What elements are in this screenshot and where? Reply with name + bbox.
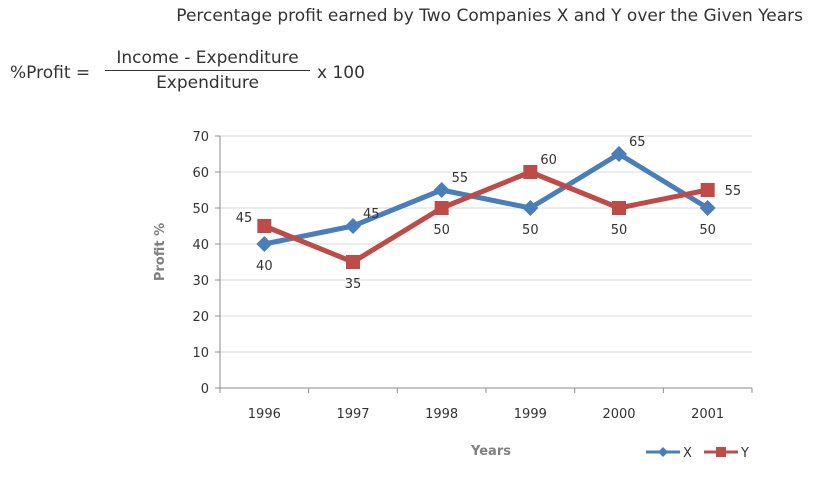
axes: [219, 136, 752, 389]
legend-marker-y: [716, 447, 726, 457]
legend-item-x: X: [646, 446, 692, 461]
data-point-x: [611, 146, 627, 162]
y-tick-label: 70: [192, 130, 209, 145]
data-point-x: [256, 236, 273, 252]
series-line-x: [261, 151, 711, 247]
data-point-x: [522, 200, 539, 216]
formula-numerator: Income - Expenditure: [105, 48, 310, 71]
data-label-x: 50: [522, 223, 539, 238]
y-tick-label: 40: [192, 238, 209, 253]
chart-title: Percentage profit earned by Two Companie…: [176, 6, 803, 26]
data-point-x: [345, 218, 361, 234]
x-axis-title: Years: [470, 444, 511, 459]
series-lines: [256, 146, 716, 269]
data-point-x: [433, 182, 450, 198]
data-label-x: 45: [363, 207, 380, 222]
data-label-y: 50: [433, 223, 450, 238]
data-point-y: [523, 165, 538, 179]
series-line-y: [261, 169, 711, 265]
data-point-y: [434, 201, 449, 215]
data-point-y: [346, 255, 360, 269]
x-tick-labels: 1996 1997 1998 1999 2000 2001: [248, 407, 724, 422]
data-point-y: [257, 219, 272, 233]
y-axis-title: Profit %: [153, 223, 168, 281]
x-tick-label: 1996: [248, 407, 281, 422]
series-x: [256, 146, 716, 252]
legend-marker-x: [658, 447, 668, 457]
data-point-x: [699, 200, 716, 216]
data-point-y: [612, 201, 626, 215]
formula-lhs: %Profit =: [10, 63, 91, 83]
y-tick-label: 20: [192, 310, 209, 325]
data-label-y: 45: [236, 211, 253, 226]
data-label-y: 55: [725, 184, 742, 199]
x-tick-label: 1997: [336, 407, 369, 422]
data-label-x: 40: [256, 259, 273, 274]
data-labels: 40 45 55 50 65 50 45 35 50 60 50 55: [236, 135, 741, 292]
data-label-y: 35: [345, 277, 362, 292]
legend-label-x: X: [683, 446, 692, 461]
formula-multiplier: x 100: [317, 63, 365, 83]
legend-item-y: Y: [704, 446, 749, 461]
y-tick-labels: 0 10 20 30 40 50 60 70: [192, 130, 209, 397]
y-tick-label: 30: [192, 274, 209, 289]
data-point-y: [700, 183, 715, 197]
data-label-x: 50: [699, 223, 716, 238]
data-label-y: 50: [611, 223, 628, 238]
gridlines: [215, 135, 753, 393]
data-label-x: 55: [452, 171, 469, 186]
data-label-y: 60: [540, 153, 557, 168]
y-tick-label: 60: [192, 166, 209, 181]
y-tick-label: 10: [192, 346, 209, 361]
x-tick-label: 1999: [514, 407, 547, 422]
x-tick-label: 2000: [602, 407, 635, 422]
series-y: [257, 165, 715, 269]
y-tick-label: 50: [192, 202, 209, 217]
legend-label-y: Y: [740, 446, 749, 461]
formula-denominator: Expenditure: [156, 73, 259, 93]
x-tick-label: 1998: [425, 407, 458, 422]
data-label-x: 65: [629, 135, 646, 150]
y-tick-label: 0: [201, 382, 209, 397]
x-tick-label: 2001: [691, 407, 724, 422]
formula-fraction: Income - Expenditure Expenditure: [105, 48, 310, 93]
